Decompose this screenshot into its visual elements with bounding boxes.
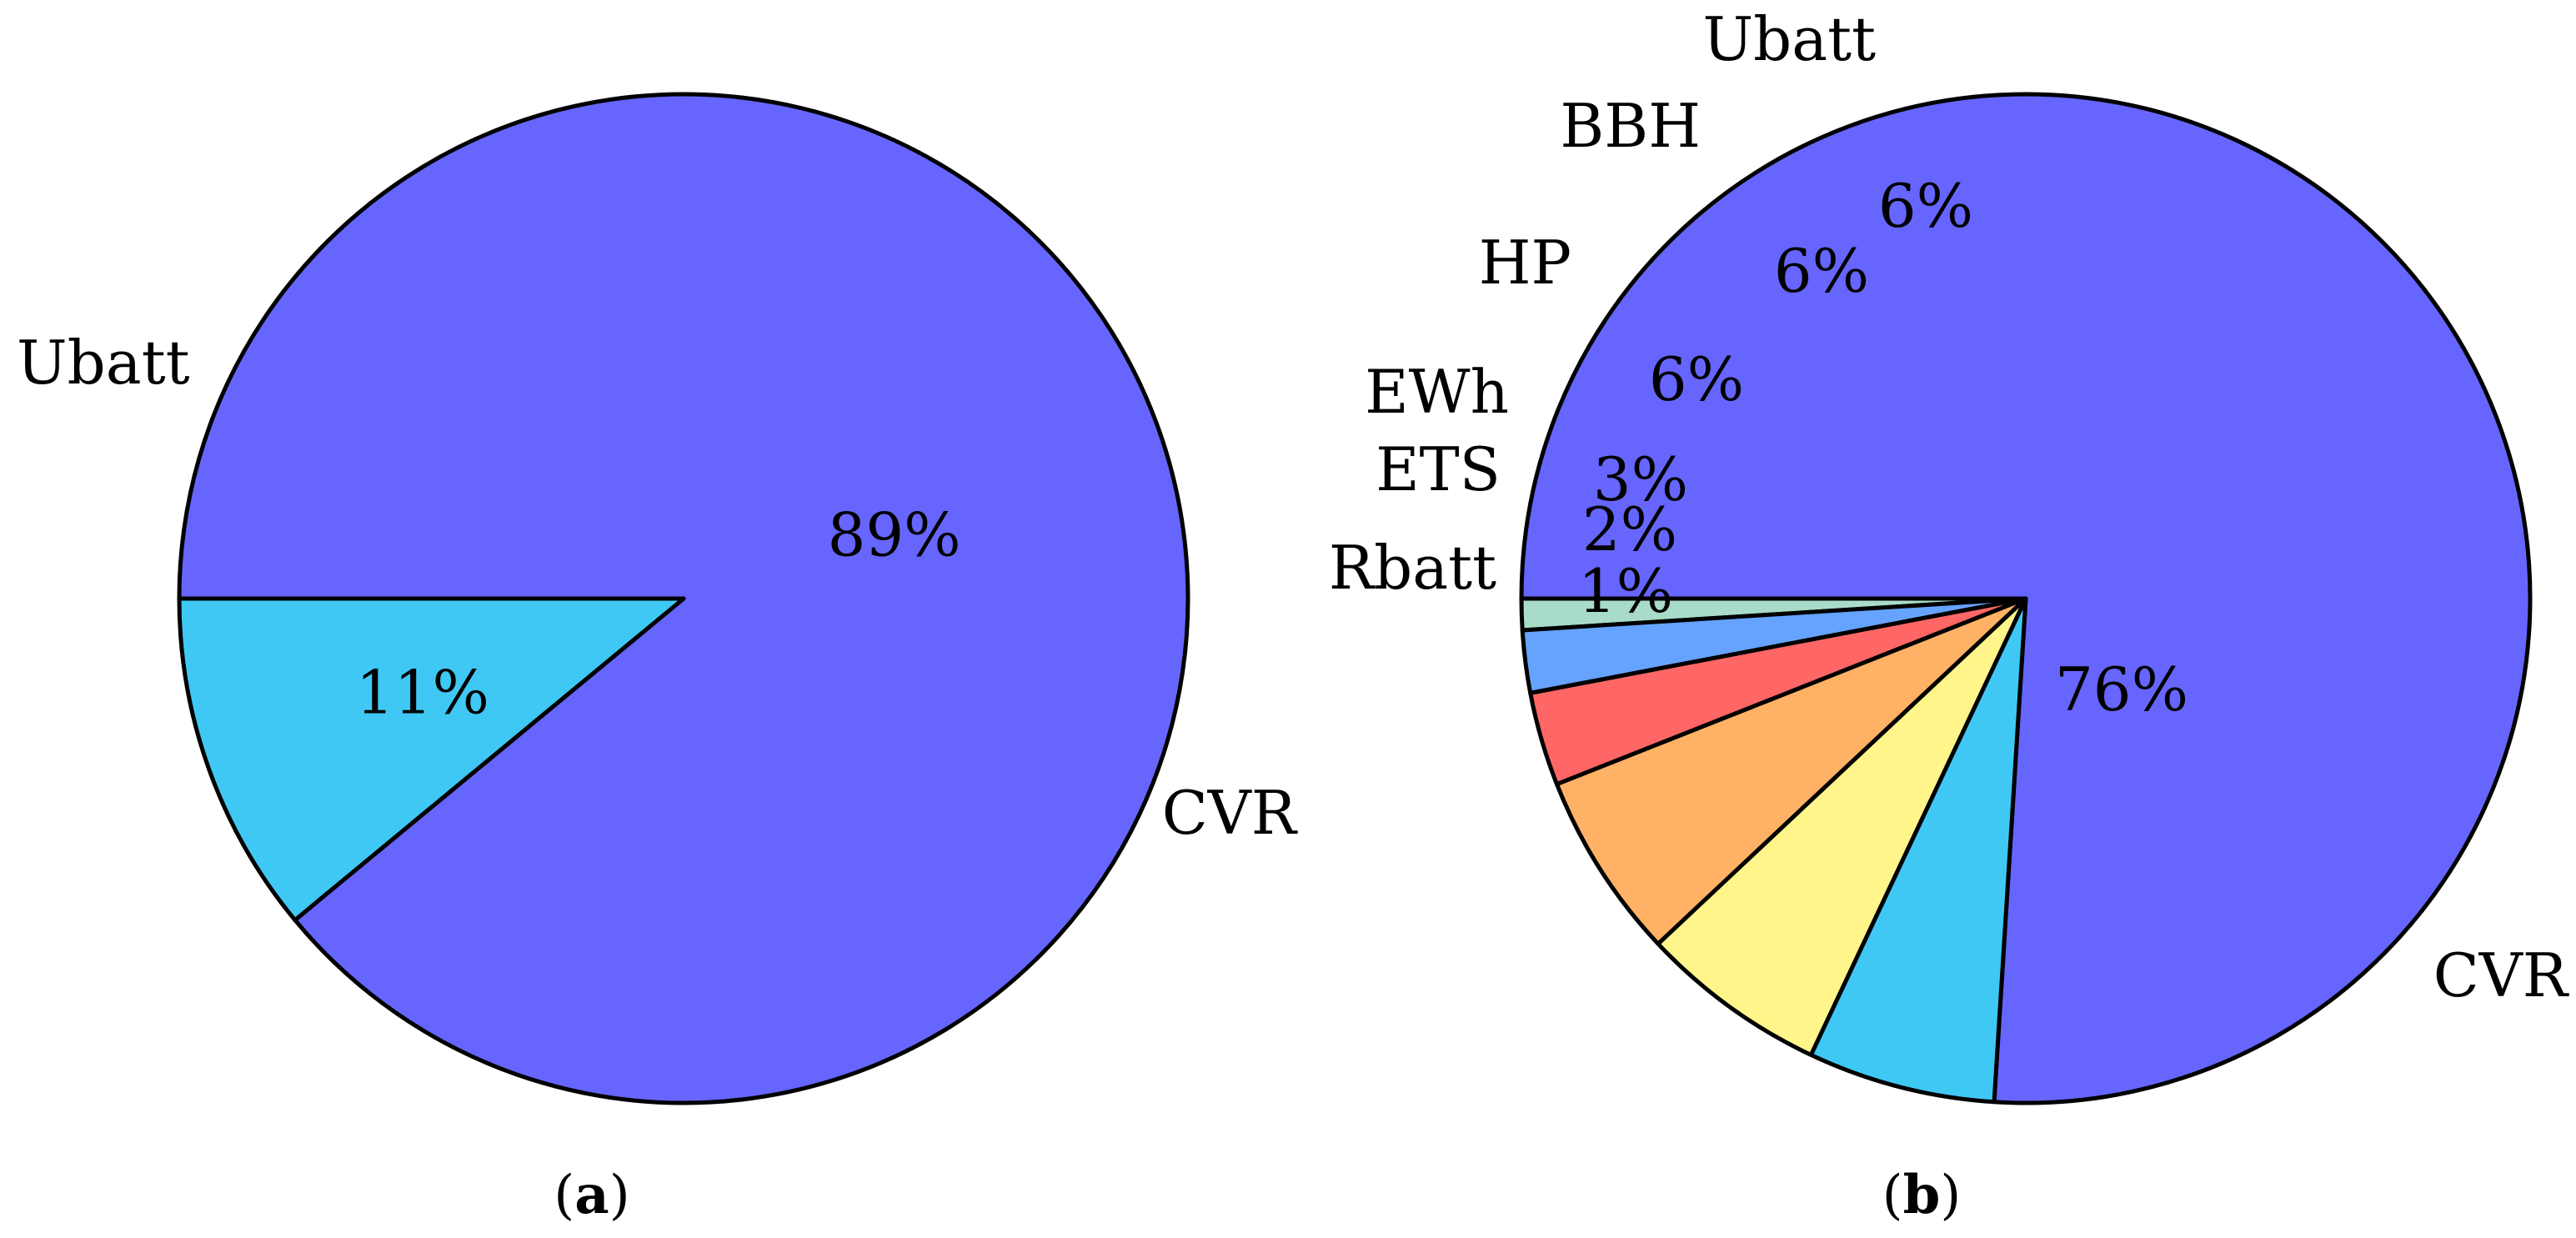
value-label-ewh: 3% xyxy=(1593,444,1688,514)
caption-a: (a) xyxy=(554,1164,629,1226)
value-label-ets: 2% xyxy=(1582,494,1677,564)
value-label-ubatt: 6% xyxy=(1878,171,1973,241)
slices xyxy=(177,92,1190,1105)
category-label-rbatt: Rbatt xyxy=(1329,533,1496,603)
value-label-rbatt: 1% xyxy=(1578,556,1673,626)
pie-chart-b: 76% CVR 1% Rbatt 2% ETS 3% EWh 6% HP 6% BBH 6% Ubatt xyxy=(1329,4,2569,1105)
category-label-ets: ETS xyxy=(1376,434,1501,504)
category-label-ewh: EWh xyxy=(1365,357,1509,427)
category-label-cvr: CVR xyxy=(2433,940,2569,1010)
labels: 76% CVR 1% Rbatt 2% ETS 3% EWh 6% HP 6% BBH 6% Ubatt xyxy=(1329,4,2569,1010)
category-label-ubatt: Ubatt xyxy=(17,328,190,398)
pie-slice-bbh xyxy=(1656,596,2028,1057)
pie-slice-hp xyxy=(1554,596,2028,946)
value-label-bbh: 6% xyxy=(1774,236,1869,306)
category-label-cvr: CVR xyxy=(1162,778,1298,848)
category-label-hp: HP xyxy=(1479,228,1571,298)
value-label-hp: 6% xyxy=(1649,344,1744,414)
category-label-ubatt: Ubatt xyxy=(1702,4,1876,74)
value-label-cvr: 76% xyxy=(2055,654,2188,724)
slices xyxy=(1519,92,2533,1105)
value-label-ubatt: 11% xyxy=(356,658,489,728)
pie-slice-ubatt xyxy=(1808,596,2028,1105)
category-label-bbh: BBH xyxy=(1560,91,1701,161)
value-label-cvr: 89% xyxy=(828,500,961,570)
pie-slice-ubatt xyxy=(177,596,686,923)
pie-slice-cvr xyxy=(1519,92,2533,1105)
pie-chart-a: 89% CVR 11% Ubatt xyxy=(17,92,1298,1105)
caption-b: (b) xyxy=(1882,1164,1962,1226)
labels: 89% CVR 11% Ubatt xyxy=(17,328,1298,848)
